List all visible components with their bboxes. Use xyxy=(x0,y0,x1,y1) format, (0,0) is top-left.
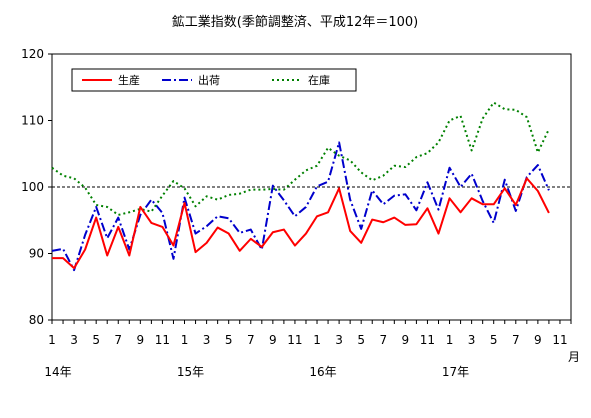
y-tick-label: 90 xyxy=(29,247,44,261)
y-tick-label: 110 xyxy=(21,114,44,128)
legend-label-shipment: 出荷 xyxy=(198,73,220,87)
year-label: 14年 xyxy=(44,365,71,379)
legend-label-inventory: 在庫 xyxy=(308,73,330,87)
year-label: 17年 xyxy=(442,365,469,379)
x-tick-label: 7 xyxy=(379,333,387,347)
legend-item-production: 生産 xyxy=(82,73,140,87)
x-tick-label: 9 xyxy=(269,333,277,347)
y-tick-label: 120 xyxy=(21,47,44,61)
series-line-production xyxy=(52,177,550,270)
x-tick-label: 9 xyxy=(534,333,542,347)
x-tick-label: 5 xyxy=(357,333,365,347)
chart-title: 鉱工業指数(季節調整済、平成12年＝100) xyxy=(172,14,419,30)
x-tick-label: 3 xyxy=(468,333,476,347)
x-axis: 1 3 5 7 9 11 1 3 5 7 9 11 1 3 5 7 9 11 1 3 5 7 9 11 xyxy=(48,320,572,347)
legend: 生産 出荷 在庫 xyxy=(71,68,357,92)
year-labels: 14年 15年 16年 17年 xyxy=(44,365,469,379)
x-tick-label: 1 xyxy=(181,333,189,347)
x-tick-label: 11 xyxy=(287,333,302,347)
y-tick-label: 80 xyxy=(29,313,44,327)
x-tick-label: 7 xyxy=(512,333,520,347)
x-tick-label: 3 xyxy=(335,333,343,347)
x-tick-label: 5 xyxy=(92,333,100,347)
x-tick-label: 3 xyxy=(203,333,211,347)
series-layer xyxy=(51,101,550,272)
x-tick-label: 1 xyxy=(446,333,454,347)
x-tick-label: 1 xyxy=(48,333,56,347)
x-tick-label: 5 xyxy=(490,333,498,347)
legend-item-inventory: 在庫 xyxy=(272,73,330,87)
series-line-inventory xyxy=(51,101,550,216)
x-tick-label: 3 xyxy=(70,333,78,347)
x-tick-label: 7 xyxy=(114,333,122,347)
x-tick-label: 9 xyxy=(402,333,410,347)
x-tick-label: 5 xyxy=(225,333,233,347)
x-tick-label: 11 xyxy=(552,333,567,347)
legend-box xyxy=(71,68,357,92)
x-tick-label: 9 xyxy=(137,333,145,347)
x-tick-label: 1 xyxy=(313,333,321,347)
x-axis-unit-label: 月 xyxy=(568,350,580,364)
y-axis: 80 90 100 110 120 xyxy=(21,47,52,327)
year-label: 16年 xyxy=(309,365,336,379)
legend-item-shipment: 出荷 xyxy=(162,73,220,87)
x-tick-label: 11 xyxy=(420,333,435,347)
x-tick-label: 11 xyxy=(155,333,170,347)
y-tick-label: 100 xyxy=(21,180,44,194)
year-label: 15年 xyxy=(177,365,204,379)
legend-label-production: 生産 xyxy=(118,73,140,87)
x-tick-label: 7 xyxy=(247,333,255,347)
